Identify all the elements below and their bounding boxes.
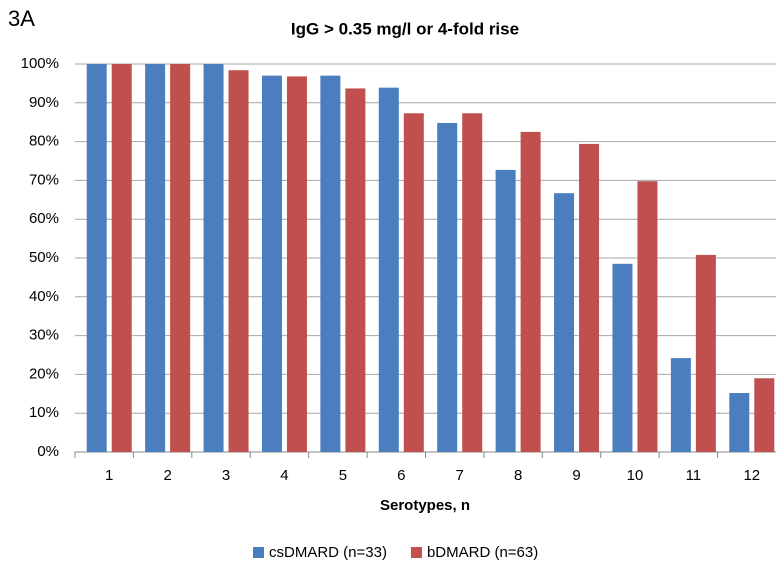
- x-tick-label: 5: [339, 467, 347, 484]
- bar: [170, 64, 191, 452]
- bar: [612, 263, 633, 452]
- bar: [145, 64, 166, 452]
- y-tick-label: 20%: [29, 365, 59, 382]
- y-tick-label: 50%: [29, 249, 59, 266]
- x-tick-label: 9: [572, 467, 580, 484]
- bar: [261, 75, 282, 452]
- y-tick-label: 90%: [29, 94, 59, 111]
- y-tick-label: 100%: [21, 55, 59, 72]
- bar: [320, 75, 341, 452]
- bar: [345, 88, 366, 452]
- legend-label: csDMARD (n=33): [269, 544, 387, 561]
- y-tick-label: 10%: [29, 404, 59, 421]
- bar: [203, 64, 224, 452]
- y-tick-label: 40%: [29, 288, 59, 305]
- bar: [754, 378, 775, 452]
- legend-swatch: [253, 547, 264, 558]
- x-axis-label: Serotypes, n: [380, 497, 470, 514]
- x-tick-label: 3: [222, 467, 230, 484]
- bar: [228, 70, 249, 452]
- bar: [729, 393, 750, 452]
- x-tick-label: 4: [280, 467, 288, 484]
- bar: [403, 113, 424, 452]
- legend-label: bDMARD (n=63): [427, 544, 538, 561]
- y-tick-label: 30%: [29, 327, 59, 344]
- x-tick-label: 7: [456, 467, 464, 484]
- chart-title: IgG > 0.35 mg/l or 4-fold rise: [291, 19, 519, 38]
- bar: [495, 169, 516, 452]
- bar: [695, 254, 716, 452]
- bar: [637, 181, 658, 452]
- legend-swatch: [410, 547, 422, 558]
- bar: [554, 193, 575, 453]
- bar: [520, 131, 541, 452]
- x-tick-label: 6: [397, 467, 405, 484]
- bar: [437, 122, 458, 452]
- y-tick-label: 70%: [29, 171, 59, 188]
- x-tick-label: 1: [105, 467, 113, 484]
- x-tick-label: 11: [686, 467, 702, 484]
- bar: [86, 64, 107, 452]
- bar: [286, 76, 307, 452]
- x-tick-label: 2: [163, 467, 171, 484]
- bar: [579, 143, 600, 453]
- x-tick-label: 10: [627, 467, 644, 484]
- bar: [462, 113, 483, 452]
- bar: [378, 87, 399, 452]
- panel-label: 3A: [8, 6, 35, 31]
- y-tick-label: 80%: [29, 133, 59, 150]
- x-tick-label: 8: [514, 467, 522, 484]
- bar: [111, 64, 132, 452]
- x-tick-label: 12: [743, 467, 760, 484]
- y-tick-label: 60%: [29, 210, 59, 227]
- bar: [670, 358, 691, 452]
- y-tick-label: 0%: [37, 443, 59, 460]
